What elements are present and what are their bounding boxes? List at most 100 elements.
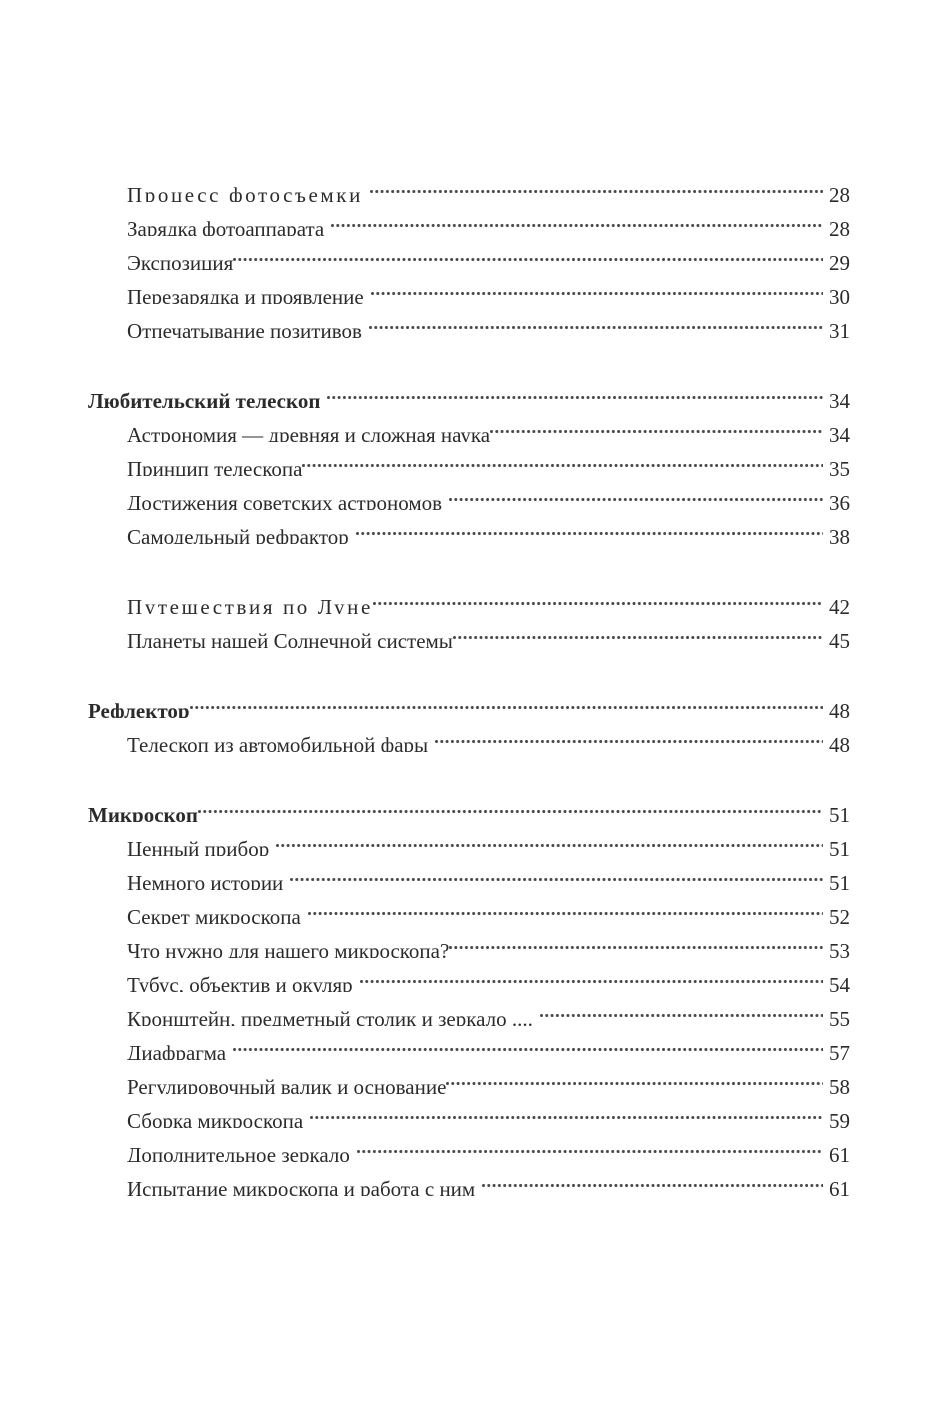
toc-entry[interactable]: Сборка микроскопа 59 [127,1094,850,1128]
toc-dot-leader [233,1026,823,1060]
toc-dot-leader [290,856,823,890]
toc-dot-leader [449,924,823,958]
toc-entry-title: Достижения советских астрономов [127,491,443,510]
toc-entry-page-number: 48 [829,699,850,718]
toc-dot-leader [449,476,823,510]
toc-entry-title: Перезарядка и проявление [127,285,364,304]
toc-group-reflector-group: Рефлектор 48 Телескоп из автомобильной фар… [88,684,850,752]
table-of-contents: Процесс фотосъемки 28 Зарядка фотоаппарата… [88,168,850,1196]
toc-entry[interactable]: Регулировочный валик и основание 58 [127,1060,850,1094]
toc-entry-page-number: 28 [829,183,850,202]
toc-dot-leader [233,236,823,270]
toc-entry-page-number: 54 [829,973,850,992]
toc-dot-leader [446,1060,823,1094]
toc-entry-title: Путешествия по Луне [127,595,373,614]
toc-entry[interactable]: Астрономия — древняя и сложная наука 34 [127,408,850,442]
toc-entry[interactable]: Принцип телескопа 35 [127,442,850,476]
toc-dot-leader [368,304,823,338]
toc-entry[interactable]: Рефлектор 48 [88,684,850,718]
toc-entry[interactable]: Что нужно для нашего микроскопа? 53 [127,924,850,958]
toc-entry[interactable]: Секрет микроскопа 52 [127,890,850,924]
toc-dot-leader [307,890,823,924]
toc-entry-page-number: 34 [829,389,850,408]
toc-dot-leader [372,580,823,614]
toc-group-photography-group: Процесс фотосъемки 28 Зарядка фотоаппарата… [88,168,850,338]
toc-entry-page-number: 35 [829,457,850,476]
toc-dot-leader [435,718,823,752]
toc-group-gap [88,752,850,788]
toc-entry-title: Дополнительное зеркало [127,1143,350,1162]
toc-entry[interactable]: Планеты нашей Солнечной системы 45 [127,614,850,648]
toc-entry[interactable]: Любительский телескоп 34 [88,374,850,408]
toc-entry-title: Рефлектор [88,699,190,718]
toc-entry-page-number: 31 [829,319,850,338]
toc-entry-page-number: 51 [829,837,850,856]
toc-entry-page-number: 30 [829,285,850,304]
toc-entry[interactable]: Немного истории 51 [127,856,850,890]
toc-entry-page-number: 58 [829,1075,850,1094]
toc-entry-title: Зарядка фотоаппарата [127,217,325,236]
toc-dot-leader [276,822,823,856]
toc-entry-page-number: 34 [829,423,850,442]
toc-entry[interactable]: Кронштейн, предметный столик и зеркало .… [127,992,850,1026]
toc-dot-leader [355,510,823,544]
toc-entry-title: Любительский телескоп [88,389,321,408]
toc-dot-leader [370,270,823,304]
toc-entry[interactable]: Экспозиция 29 [127,236,850,270]
toc-entry[interactable]: Ценный прибор 51 [127,822,850,856]
toc-entry-page-number: 38 [829,525,850,544]
toc-entry[interactable]: Самодельный рефрактор 38 [127,510,850,544]
toc-entry-page-number: 61 [829,1143,850,1162]
toc-entry-page-number: 48 [829,733,850,752]
toc-entry-page-number: 36 [829,491,850,510]
toc-entry-title: Испытание микроскопа и работа с ним [127,1177,476,1196]
toc-dot-leader [452,614,823,648]
toc-entry[interactable]: Дополнительное зеркало 61 [127,1128,850,1162]
toc-group-amateur-telescope-group: Любительский телескоп 34 Астрономия — древ… [88,374,850,544]
toc-entry-page-number: 55 [829,1007,850,1026]
toc-dot-leader [197,788,823,822]
toc-entry-title: Немного истории [127,871,284,890]
toc-group-gap [88,544,850,580]
toc-entry-title: Регулировочный валик и основание [127,1075,447,1094]
toc-entry-title: Телескоп из автомобильной фары [127,733,429,752]
toc-entry-title: Самодельный рефрактор [127,525,349,544]
toc-entry[interactable]: Отпечатывание позитивов 31 [127,304,850,338]
toc-entry-title: Сборка микроскопа [127,1109,304,1128]
toc-entry-title: Что нужно для нашего микроскопа? [127,939,450,958]
toc-dot-leader [310,1094,823,1128]
toc-entry[interactable]: Перезарядка и проявление 30 [127,270,850,304]
toc-entry-page-number: 57 [829,1041,850,1060]
toc-entry[interactable]: Процесс фотосъемки 28 [127,168,850,202]
toc-entry-title: Отпечатывание позитивов [127,319,362,338]
toc-entry[interactable]: Телескоп из автомобильной фары 48 [127,718,850,752]
toc-entry-page-number: 45 [829,629,850,648]
toc-entry-page-number: 51 [829,871,850,890]
toc-entry[interactable]: Достижения советских астрономов 36 [127,476,850,510]
toc-dot-leader [331,202,823,236]
toc-entry[interactable]: Путешествия по Луне 42 [127,580,850,614]
toc-entry-title: Планеты нашей Солнечной системы [127,629,453,648]
toc-dot-leader [482,1162,823,1196]
toc-group-microscope-group: Микроскоп 51 Ценный прибор 51 Немного истори… [88,788,850,1196]
toc-entry-title: Диафрагма [127,1041,227,1060]
toc-entry[interactable]: Диафрагма 57 [127,1026,850,1060]
toc-entry-title: Экспозиция [127,251,234,270]
toc-entry-page-number: 42 [829,595,850,614]
toc-entry-page-number: 52 [829,905,850,924]
toc-entry[interactable]: Микроскоп 51 [88,788,850,822]
toc-entry-page-number: 29 [829,251,850,270]
toc-entry-page-number: 51 [829,803,850,822]
toc-entry[interactable]: Испытание микроскопа и работа с ним 61 [127,1162,850,1196]
toc-group-moon-planets-group: Путешествия по Луне 42 Планеты нашей Солне… [88,580,850,648]
toc-entry-page-number: 28 [829,217,850,236]
toc-dot-leader [490,408,823,442]
toc-dot-leader [327,374,823,408]
toc-entry-title: Микроскоп [88,803,198,822]
toc-entry[interactable]: Тубус, объектив и окуляр 54 [127,958,850,992]
toc-dot-leader [539,992,823,1026]
toc-entry-title: Принцип телескопа [127,457,303,476]
toc-entry[interactable]: Зарядка фотоаппарата 28 [127,202,850,236]
toc-dot-leader [189,684,823,718]
